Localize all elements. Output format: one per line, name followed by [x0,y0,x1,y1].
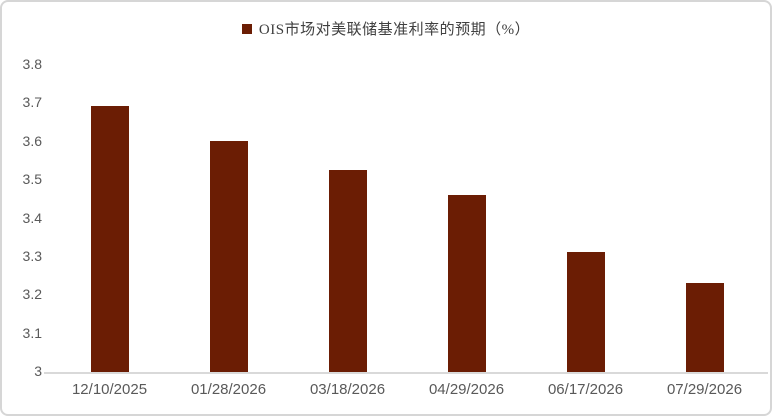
x-axis-tick-label: 06/17/2026 [547,381,624,398]
bar [328,170,367,373]
x-axis-line [44,372,768,374]
bar [685,283,724,373]
y-axis-tick-label: 3.2 [22,286,42,303]
x-axis: 12/10/2025 01/28/2026 03/18/2026 04/29/2026… [50,381,764,403]
x-axis-tick-label: 07/29/2026 [666,381,743,398]
y-axis: 3 3.1 3.2 3.3 3.4 3.5 3.6 3.7 3.8 [2,56,42,379]
x-axis-tick-label: 04/29/2026 [428,381,505,398]
chart-legend: OIS市场对美联储基准利率的预期（%） [2,18,770,39]
bar [447,195,486,373]
bar [90,106,129,373]
x-axis-tick-label: 01/28/2026 [190,381,267,398]
legend-label: OIS市场对美联储基准利率的预期（%） [258,22,531,38]
y-axis-tick-label: 3.8 [22,56,42,72]
y-axis-tick-label: 3.5 [22,171,42,188]
x-axis-tick-label: 12/10/2025 [71,381,148,398]
legend-marker-icon [241,23,252,34]
y-axis-tick-label: 3.1 [22,324,42,341]
plot-area [50,66,764,373]
y-axis-tick-label: 3.6 [22,132,42,149]
x-axis-tick-label: 03/18/2026 [309,381,386,398]
y-axis-tick-label: 3.4 [22,209,42,226]
bar [209,141,248,373]
bar [566,252,605,373]
y-axis-tick-label: 3.3 [22,247,42,264]
y-axis-tick-label: 3.7 [22,94,42,111]
y-axis-tick-label: 3 [34,363,42,379]
